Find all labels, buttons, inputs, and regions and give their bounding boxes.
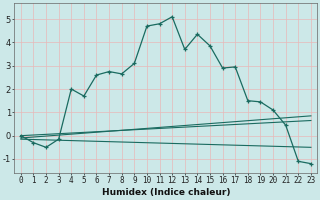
X-axis label: Humidex (Indice chaleur): Humidex (Indice chaleur): [102, 188, 230, 197]
